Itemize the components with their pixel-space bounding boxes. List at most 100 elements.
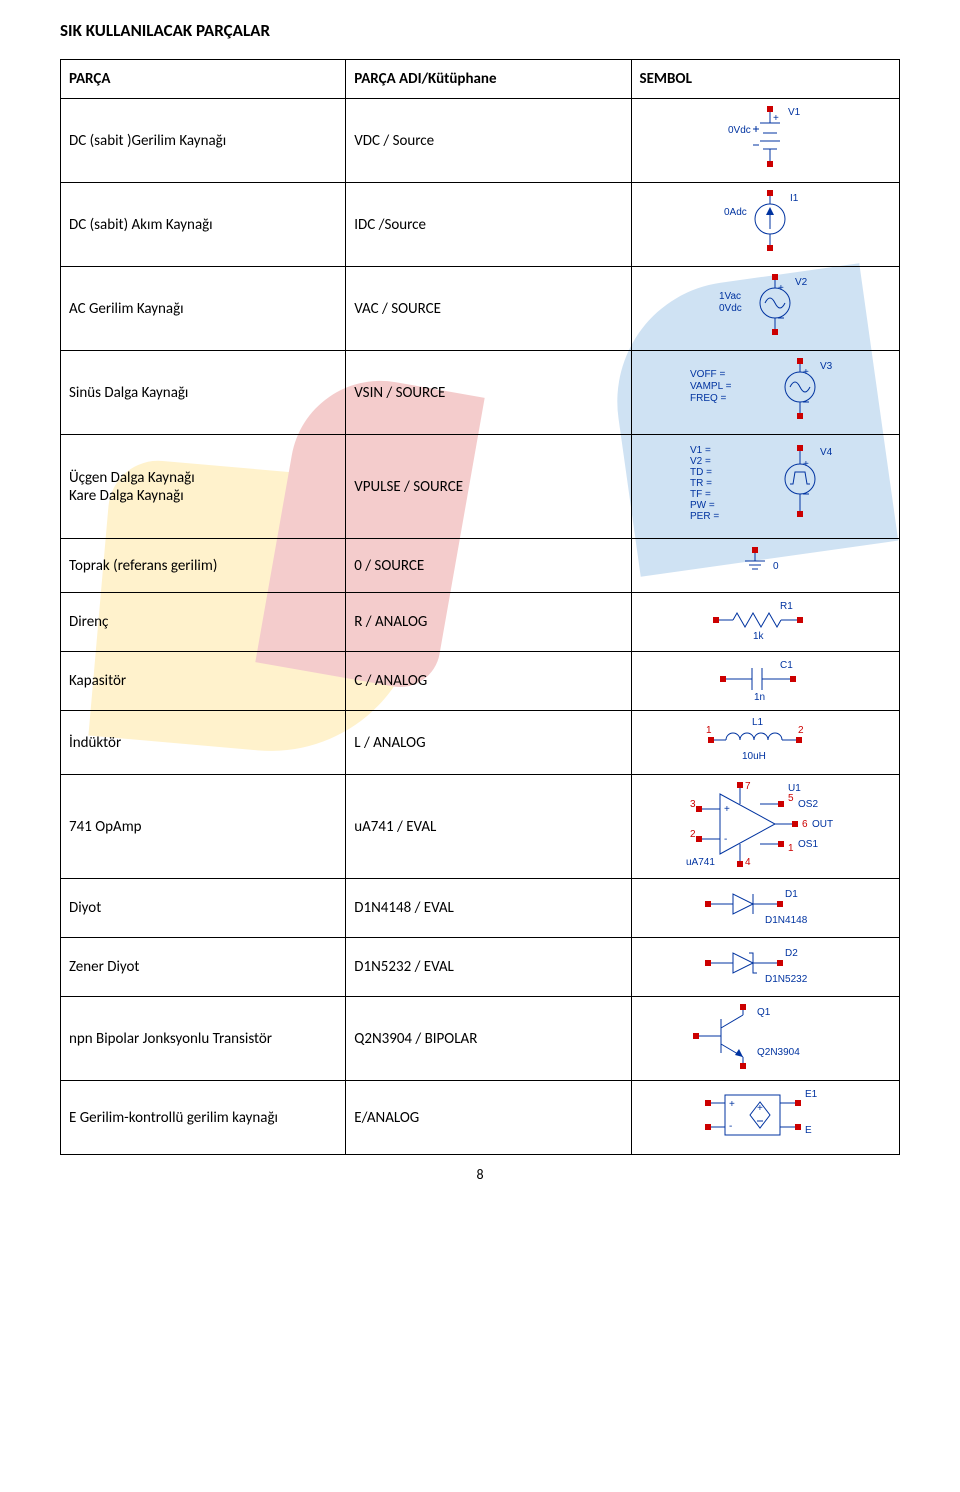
table-row: E Gerilim-kontrollü gerilim kaynağı E/AN… bbox=[61, 1081, 900, 1155]
symbol-idc: I1 0Adc bbox=[631, 183, 900, 267]
symbol-vsin: V3 VOFF = VAMPL = FREQ = + bbox=[631, 351, 900, 435]
symbol-npn: Q1 Q2N3904 bbox=[631, 997, 900, 1081]
part-name: Sinüs Dalga Kaynağı bbox=[61, 351, 346, 435]
symbol-zener: D2 D1N5232 bbox=[631, 938, 900, 997]
symbol-diode: D1 D1N4148 bbox=[631, 879, 900, 938]
svg-text:OS1: OS1 bbox=[798, 839, 818, 850]
svg-text:PER =: PER = bbox=[690, 511, 719, 522]
table-row: Üçgen Dalga Kaynağı Kare Dalga Kaynağı V… bbox=[61, 435, 900, 539]
part-lib: L / ANALOG bbox=[346, 711, 631, 775]
part-name: Zener Diyot bbox=[61, 938, 346, 997]
svg-text:7: 7 bbox=[745, 781, 751, 792]
svg-text:1n: 1n bbox=[754, 692, 765, 701]
svg-text:-: - bbox=[729, 1121, 732, 1132]
svg-text:V2: V2 bbox=[795, 277, 808, 288]
part-name: Kapasitör bbox=[61, 652, 346, 711]
symbol-resistor: R1 1k bbox=[631, 593, 900, 652]
table-row: npn Bipolar Jonksyonlu Transistör Q2N390… bbox=[61, 997, 900, 1081]
table-row: Kapasitör C / ANALOG C1 1n bbox=[61, 652, 900, 711]
part-lib: D1N4148 / EVAL bbox=[346, 879, 631, 938]
svg-text:1: 1 bbox=[788, 843, 794, 854]
svg-text:D1N5232: D1N5232 bbox=[765, 974, 808, 985]
part-lib: C / ANALOG bbox=[346, 652, 631, 711]
col-part: PARÇA bbox=[61, 60, 346, 99]
symbol-vac: V2 1Vac 0Vdc + bbox=[631, 267, 900, 351]
svg-text:+: + bbox=[803, 459, 809, 470]
svg-text:2: 2 bbox=[690, 829, 696, 840]
part-lib: 0 / SOURCE bbox=[346, 539, 631, 593]
part-lib: Q2N3904 / BIPOLAR bbox=[346, 997, 631, 1081]
table-row: Direnç R / ANALOG R1 1k bbox=[61, 593, 900, 652]
table-row: Diyot D1N4148 / EVAL D1 D1N4148 bbox=[61, 879, 900, 938]
svg-text:TR =: TR = bbox=[690, 478, 712, 489]
part-name: AC Gerilim Kaynağı bbox=[61, 267, 346, 351]
svg-text:U1: U1 bbox=[788, 783, 801, 794]
table-row: 741 OpAmp uA741 / EVAL + - bbox=[61, 775, 900, 879]
svg-text:TD =: TD = bbox=[690, 467, 712, 478]
svg-text:V4: V4 bbox=[820, 447, 833, 458]
svg-text:Q1: Q1 bbox=[757, 1007, 771, 1018]
symbol-vdc: + V1 0Vdc bbox=[631, 99, 900, 183]
part-name: Üçgen Dalga Kaynağı Kare Dalga Kaynağı bbox=[61, 435, 346, 539]
part-name: İndüktör bbox=[61, 711, 346, 775]
svg-text:0Adc: 0Adc bbox=[724, 207, 747, 218]
table-row: AC Gerilim Kaynağı VAC / SOURCE V2 1Vac … bbox=[61, 267, 900, 351]
svg-text:Q2N3904: Q2N3904 bbox=[757, 1047, 800, 1058]
part-name: DC (sabit )Gerilim Kaynağı bbox=[61, 99, 346, 183]
svg-text:E1: E1 bbox=[805, 1089, 818, 1100]
part-lib: E/ANALOG bbox=[346, 1081, 631, 1155]
svg-text:C1: C1 bbox=[780, 660, 793, 671]
svg-text:VOFF =: VOFF = bbox=[690, 369, 725, 380]
svg-text:E: E bbox=[805, 1125, 812, 1136]
part-name: Toprak (referans gerilim) bbox=[61, 539, 346, 593]
symbol-vpulse: V4 V1 = V2 = TD = TR = TF = PW = PER = + bbox=[631, 435, 900, 539]
symbol-gnd: 0 bbox=[631, 539, 900, 593]
svg-text:6: 6 bbox=[802, 819, 808, 830]
svg-text:V1: V1 bbox=[788, 107, 801, 118]
svg-text:4: 4 bbox=[745, 857, 751, 868]
part-name: 741 OpAmp bbox=[61, 775, 346, 879]
svg-text:0Vdc: 0Vdc bbox=[719, 303, 742, 314]
svg-text:PW =: PW = bbox=[690, 500, 715, 511]
table-row: DC (sabit) Akım Kaynağı IDC /Source I1 0… bbox=[61, 183, 900, 267]
svg-text:D1N4148: D1N4148 bbox=[765, 915, 808, 926]
svg-text:L1: L1 bbox=[752, 717, 764, 728]
page-number: 8 bbox=[476, 1166, 483, 1183]
table-row: DC (sabit )Gerilim Kaynağı VDC / Source … bbox=[61, 99, 900, 183]
svg-text:OUT: OUT bbox=[812, 819, 833, 830]
svg-text:TF =: TF = bbox=[690, 489, 711, 500]
svg-text:0: 0 bbox=[773, 561, 779, 572]
svg-text:1: 1 bbox=[706, 725, 712, 736]
svg-text:+: + bbox=[803, 367, 809, 378]
part-lib: VSIN / SOURCE bbox=[346, 351, 631, 435]
svg-text:+: + bbox=[778, 283, 784, 294]
svg-text:VAMPL =: VAMPL = bbox=[690, 381, 732, 392]
col-lib: PARÇA ADI/Kütüphane bbox=[346, 60, 631, 99]
svg-text:1k: 1k bbox=[753, 631, 765, 642]
svg-text:0Vdc: 0Vdc bbox=[728, 125, 751, 136]
svg-text:+: + bbox=[729, 1099, 735, 1110]
part-lib: VDC / Source bbox=[346, 99, 631, 183]
table-row: Zener Diyot D1N5232 / EVAL D2 D1N5232 bbox=[61, 938, 900, 997]
svg-text:D1: D1 bbox=[785, 889, 798, 900]
parts-table: PARÇA PARÇA ADI/Kütüphane SEMBOL DC (sab… bbox=[60, 59, 900, 1155]
col-symbol: SEMBOL bbox=[631, 60, 900, 99]
table-row: Toprak (referans gerilim) 0 / SOURCE 0 bbox=[61, 539, 900, 593]
svg-text:3: 3 bbox=[690, 799, 696, 810]
svg-text:5: 5 bbox=[788, 793, 794, 804]
part-lib: D1N5232 / EVAL bbox=[346, 938, 631, 997]
svg-text:+: + bbox=[757, 1103, 763, 1114]
part-name: E Gerilim-kontrollü gerilim kaynağı bbox=[61, 1081, 346, 1155]
svg-text:FREQ =: FREQ = bbox=[690, 393, 727, 404]
svg-text:OS2: OS2 bbox=[798, 799, 818, 810]
table-row: İndüktör L / ANALOG L1 10uH 1 2 bbox=[61, 711, 900, 775]
svg-text:10uH: 10uH bbox=[742, 751, 766, 762]
part-lib: VPULSE / SOURCE bbox=[346, 435, 631, 539]
svg-text:+: + bbox=[724, 804, 730, 815]
svg-text:uA741: uA741 bbox=[686, 857, 715, 868]
part-lib: uA741 / EVAL bbox=[346, 775, 631, 879]
svg-text:V1 =: V1 = bbox=[690, 445, 711, 456]
page-title: SIK KULLANILACAK PARÇALAR bbox=[60, 20, 900, 41]
symbol-inductor: L1 10uH 1 2 bbox=[631, 711, 900, 775]
svg-text:V3: V3 bbox=[820, 361, 833, 372]
